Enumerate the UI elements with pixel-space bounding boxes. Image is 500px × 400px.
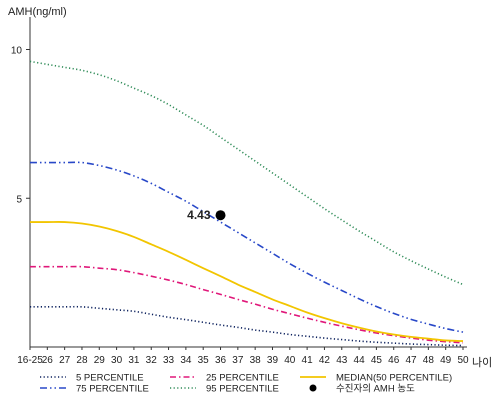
x-tick-label: 40 <box>284 355 296 366</box>
legend: 5 PERCENTILE 25 PERCENTILE MEDIAN(50 PERCE… <box>40 373 452 395</box>
x-tick-label: 39 <box>267 355 279 366</box>
series-line-median-50-percentile <box>29 221 464 342</box>
x-tick-label: 28 <box>76 355 88 366</box>
x-tick-label: 30 <box>111 355 123 366</box>
x-axis-label: 나이 <box>472 356 492 369</box>
x-tick-label: 29 <box>94 355 106 366</box>
x-tick-label: 41 <box>302 355 314 366</box>
x-tick-label: 46 <box>388 355 400 366</box>
x-tick-label: 47 <box>405 355 417 366</box>
x-tick-label: 34 <box>180 355 192 366</box>
x-tick-label: 38 <box>250 355 262 366</box>
x-tick-label: 16-25 <box>17 355 43 366</box>
series-line-25-percentile <box>29 265 464 344</box>
x-tick-label: 31 <box>128 355 140 366</box>
y-tick-label: 5 <box>16 194 22 205</box>
y-tick-label: 10 <box>11 46 23 57</box>
chart-axes <box>26 17 467 350</box>
legend-label: 25 PERCENTILE <box>206 373 279 384</box>
x-tick-label: 37 <box>232 355 244 366</box>
x-tick-label: 36 <box>215 355 227 366</box>
series-line-5-percentile <box>30 305 464 347</box>
x-tick-label: 26 <box>42 355 54 366</box>
x-tick-label: 44 <box>354 355 366 366</box>
legend-label: 95 PERCENTILE <box>206 384 279 395</box>
x-tick-label: 50 <box>457 355 469 366</box>
series-layer <box>29 60 464 347</box>
legend-label: 5 PERCENTILE <box>76 373 144 384</box>
legend-label: MEDIAN(50 PERCENTILE) <box>336 373 452 384</box>
legend-point-marker <box>309 384 317 392</box>
x-tick-label: 45 <box>371 355 383 366</box>
series-line-95-percentile <box>29 60 464 286</box>
x-tick-label: 35 <box>198 355 210 366</box>
series-line-75-percentile <box>29 161 464 333</box>
legend-label: 수진자의 AMH 농도 <box>336 384 415 395</box>
patient-amh-label: 4.43 <box>187 208 211 222</box>
x-tick-label: 27 <box>59 355 71 366</box>
x-tick-label: 42 <box>319 355 331 366</box>
y-tick-labels: 5 10 <box>11 46 23 206</box>
x-tick-label: 43 <box>336 355 348 366</box>
x-tick-label: 48 <box>423 355 435 366</box>
legend-label: 75 PERCENTILE <box>76 384 149 395</box>
x-tick-label: 49 <box>440 355 452 366</box>
x-tick-label: 33 <box>163 355 175 366</box>
x-tick-label: 32 <box>146 355 158 366</box>
y-axis-label: AMH(ng/ml) <box>8 6 67 18</box>
points-layer: 4.43 <box>187 208 226 222</box>
patient-amh-point <box>215 210 226 221</box>
